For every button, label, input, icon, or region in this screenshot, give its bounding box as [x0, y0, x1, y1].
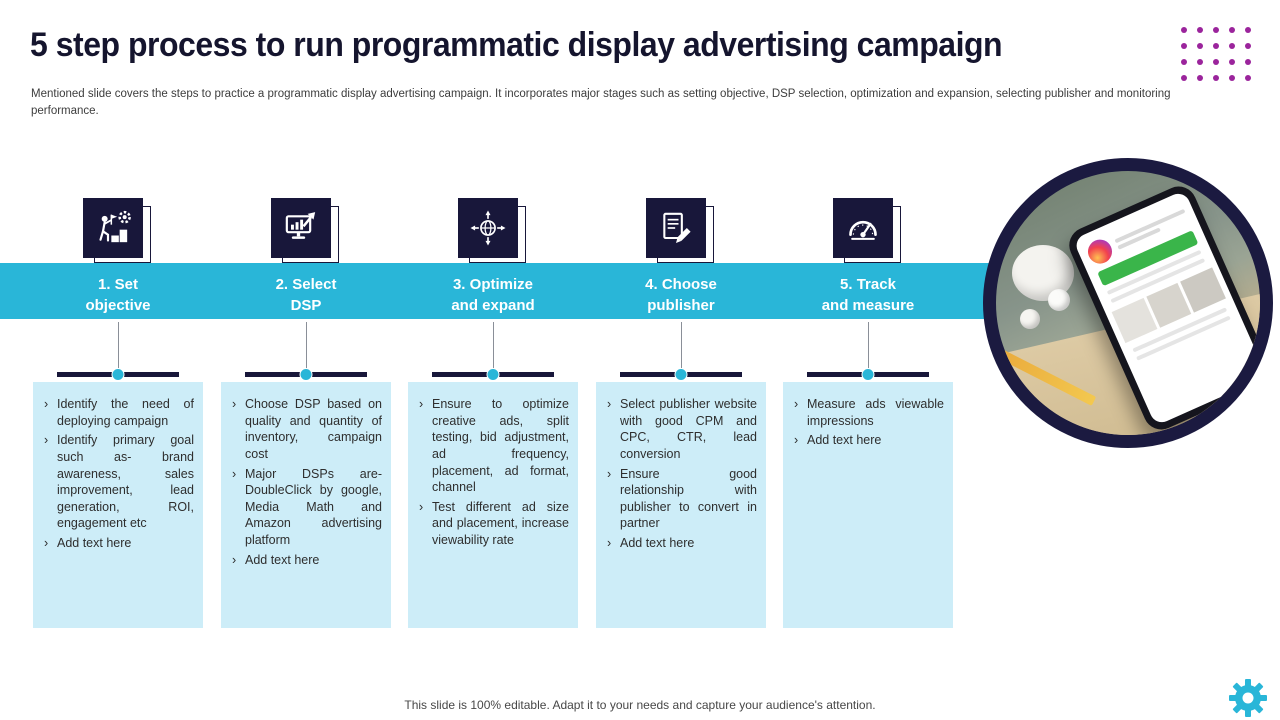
- node-dot: [861, 368, 875, 381]
- footer-note: This slide is 100% editable. Adapt it to…: [404, 698, 876, 712]
- step-2-icon-wrap: [271, 198, 341, 266]
- bullet-item: Choose DSP based on quality and quantity…: [230, 396, 382, 463]
- decor-dot: [1213, 43, 1219, 49]
- bullet-item: Ensure good relationship with publisher …: [605, 466, 757, 533]
- step-3-bullet-list: Ensure to optimize creative ads, split t…: [417, 396, 569, 549]
- decor-dot: [1229, 75, 1235, 81]
- decor-dot: [1213, 27, 1219, 33]
- earbud: [1020, 309, 1040, 329]
- decor-dot: [1197, 43, 1203, 49]
- bullet-item: Select publisher website with good CPM a…: [605, 396, 757, 463]
- process-band: [0, 263, 1006, 319]
- decor-dot: [1181, 59, 1187, 65]
- bullet-item: Measure ads viewable impressions: [792, 396, 944, 429]
- decor-dot: [1213, 75, 1219, 81]
- step-1-icon-wrap: [83, 198, 153, 266]
- node-dot: [111, 368, 125, 381]
- step-2-label: 2. Select DSP: [275, 276, 337, 314]
- monitor-chart-icon: [271, 198, 331, 258]
- step-4-icon-wrap: [646, 198, 716, 266]
- settings-gear-icon: [1229, 679, 1267, 717]
- decor-dot: [1197, 27, 1203, 33]
- step-3-label: 3. Optimize and expand: [451, 276, 535, 314]
- bullet-item: Add text here: [605, 535, 757, 552]
- decor-dot: [1197, 59, 1203, 65]
- step-column-2: 2. Select DSP Choose DSP based on qualit…: [221, 198, 391, 630]
- step-1-bullet-list: Identify the need of deploying campaignI…: [42, 396, 194, 552]
- step-4-detail-box: Select publisher website with good CPM a…: [596, 382, 766, 628]
- decor-dot: [1197, 75, 1203, 81]
- decor-dot: [1213, 59, 1219, 65]
- connector-line: [868, 322, 869, 372]
- bullet-item: Identify primary goal such as- brand awa…: [42, 432, 194, 532]
- step-1-detail-box: Identify the need of deploying campaignI…: [33, 382, 203, 628]
- step-5-bullet-list: Measure ads viewable impressions Add text…: [792, 396, 944, 449]
- decor-dot: [1245, 43, 1251, 49]
- objective-stairs-icon: [83, 198, 143, 258]
- decor-dot: [1181, 27, 1187, 33]
- step-column-5: 5. Track and measure Measure ads viewabl…: [783, 198, 953, 630]
- step-column-3: 3. Optimize and expand Ensure to optimiz…: [408, 198, 578, 630]
- globe-expand-icon: [458, 198, 518, 258]
- bullet-item: Add text here: [42, 535, 194, 552]
- connector-line: [306, 322, 307, 372]
- decor-dot: [1181, 75, 1187, 81]
- decor-dot: [1229, 27, 1235, 33]
- bullet-item: Add text here: [792, 432, 944, 449]
- connector-line: [118, 322, 119, 372]
- step-2-bullet-list: Choose DSP based on quality and quantity…: [230, 396, 382, 568]
- bullet-item: Test different ad size and placement, in…: [417, 499, 569, 549]
- decor-dot: [1245, 59, 1251, 65]
- document-pencil-icon: [646, 198, 706, 258]
- step-5-label: 5. Track and measure: [821, 276, 915, 314]
- connector-line: [681, 322, 682, 372]
- gauge-icon: [833, 198, 893, 258]
- step-column-4: 4. Choose publisher Select publisher web…: [596, 198, 766, 630]
- decor-dot: [1229, 43, 1235, 49]
- node-dot: [674, 368, 688, 381]
- step-5-icon-wrap: [833, 198, 903, 266]
- decor-dot: [1181, 43, 1187, 49]
- step-3-detail-box: Ensure to optimize creative ads, split t…: [408, 382, 578, 628]
- bullet-item: Ensure to optimize creative ads, split t…: [417, 396, 569, 496]
- decor-dot: [1245, 75, 1251, 81]
- bullet-item: Add text here: [230, 552, 382, 569]
- step-4-label: 4. Choose publisher: [645, 276, 717, 314]
- slide-subtitle: Mentioned slide covers the steps to prac…: [31, 88, 1171, 117]
- step-5-detail-box: Measure ads viewable impressions Add text…: [783, 382, 953, 628]
- step-1-label: 1. Set objective: [85, 276, 151, 314]
- step-column-1: 1. Set objective Identify the need of de…: [33, 198, 203, 630]
- instagram-avatar: [1084, 235, 1116, 268]
- step-3-icon-wrap: [458, 198, 528, 266]
- step-4-bullet-list: Select publisher website with good CPM a…: [605, 396, 757, 552]
- dot-grid-decoration: [1176, 22, 1256, 86]
- bullet-item: Major DSPs are- DoubleClick by google, M…: [230, 466, 382, 549]
- bullet-item: Identify the need of deploying campaign: [42, 396, 194, 429]
- node-dot: [486, 368, 500, 381]
- node-dot: [299, 368, 313, 381]
- page-title: 5 step process to run programmatic displ…: [30, 26, 1003, 64]
- photo-circle: [983, 158, 1273, 448]
- earbud: [1048, 289, 1070, 311]
- connector-line: [493, 322, 494, 372]
- step-2-detail-box: Choose DSP based on quality and quantity…: [221, 382, 391, 628]
- decor-dot: [1245, 27, 1251, 33]
- decor-dot: [1229, 59, 1235, 65]
